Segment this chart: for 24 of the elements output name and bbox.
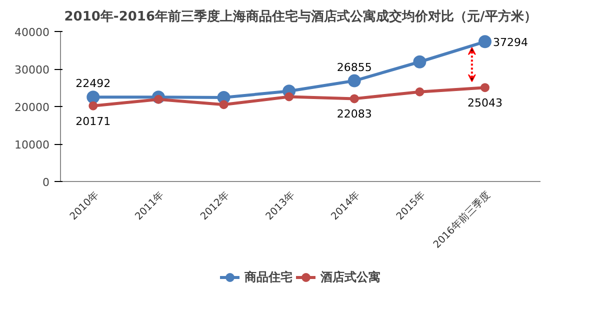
data-label: 22083 xyxy=(336,108,372,121)
legend-label: 商品住宅 xyxy=(244,268,292,286)
chart-title: 2010年-2016年前三季度上海商品住宅与酒店式公寓成交均价对比（元/平方米） xyxy=(64,8,537,24)
point xyxy=(478,35,492,48)
y-tick-label: 0 xyxy=(42,176,50,189)
point xyxy=(88,101,98,110)
point xyxy=(284,92,294,102)
legend-label: 酒店式公寓 xyxy=(320,268,380,286)
data-label: 26855 xyxy=(336,60,372,74)
y-tick-label: 20000 xyxy=(14,101,50,114)
point xyxy=(350,94,359,104)
point xyxy=(86,90,100,104)
point xyxy=(480,83,490,92)
data-label: 20171 xyxy=(76,114,111,128)
point xyxy=(413,55,426,68)
data-label: 22492 xyxy=(76,77,111,90)
point xyxy=(219,100,228,110)
data-label: 37294 xyxy=(492,36,528,50)
point xyxy=(348,74,361,88)
y-tick-label: 10000 xyxy=(14,138,50,152)
y-tick-label: 40000 xyxy=(14,26,50,39)
y-tick-label: 30000 xyxy=(14,64,50,76)
point xyxy=(415,87,424,96)
data-label: 25043 xyxy=(467,96,502,110)
